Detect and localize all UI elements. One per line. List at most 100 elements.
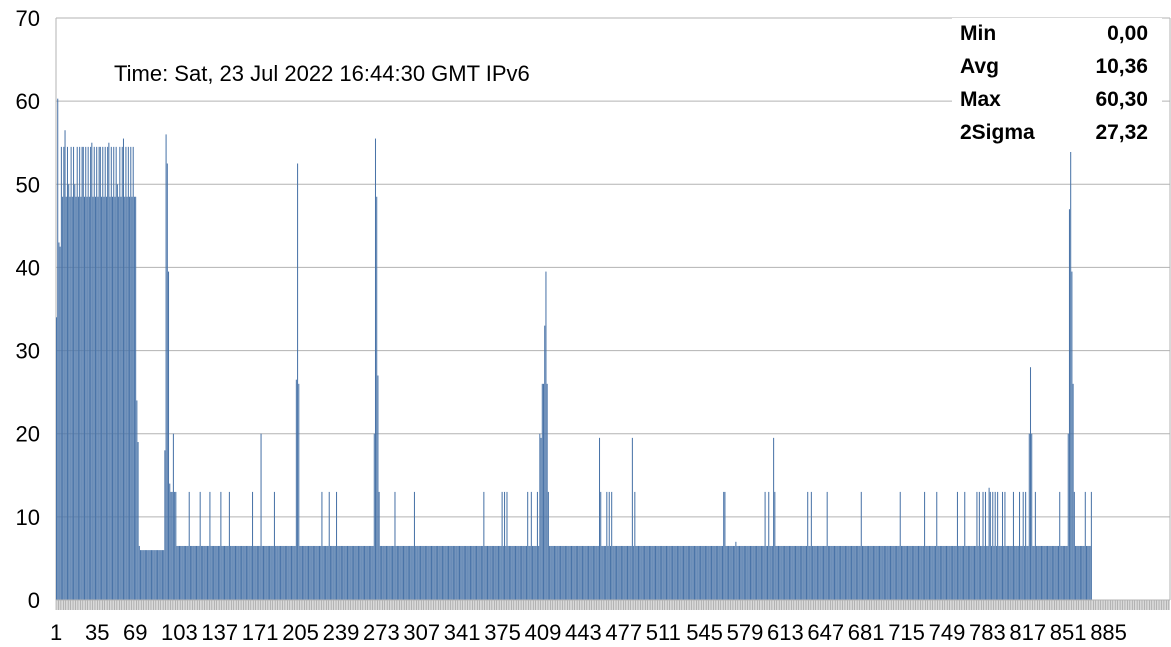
bar (163, 550, 165, 600)
bar (429, 545, 431, 600)
bar (303, 545, 305, 600)
bar (485, 545, 487, 600)
bar (986, 545, 988, 600)
bar (1033, 545, 1035, 600)
bar (294, 545, 296, 600)
bar (1031, 433, 1033, 600)
bar (150, 550, 152, 600)
bar (227, 545, 229, 600)
bar (80, 196, 82, 600)
bar (577, 545, 579, 600)
bar (152, 550, 154, 600)
bar (535, 545, 537, 600)
bar (224, 545, 226, 600)
x-tick-label: 103 (161, 620, 198, 645)
bar (185, 545, 187, 600)
bar (871, 545, 873, 600)
bar (879, 545, 881, 600)
bar (276, 545, 278, 600)
bar (568, 545, 570, 600)
bar (197, 545, 199, 600)
bar (57, 98, 59, 601)
bar (438, 545, 440, 600)
bar (486, 545, 489, 600)
bar (881, 545, 883, 600)
bar (540, 437, 542, 600)
bar (309, 545, 311, 600)
bar (74, 184, 76, 601)
bar (170, 491, 172, 600)
bar (511, 545, 513, 600)
bar (337, 545, 339, 600)
bar (704, 545, 706, 600)
bar (1019, 491, 1021, 600)
bar (271, 545, 273, 600)
bar (104, 146, 106, 600)
bar (1087, 545, 1089, 600)
bar (686, 545, 688, 600)
bar (350, 545, 352, 600)
bar (594, 545, 596, 600)
bar (254, 545, 256, 600)
bar (872, 545, 874, 600)
y-tick-label: 30 (16, 339, 40, 364)
bar (752, 545, 754, 600)
bar (921, 545, 923, 600)
bar (662, 545, 664, 600)
bar (366, 545, 368, 600)
bar (91, 142, 93, 600)
bar (627, 545, 629, 600)
bar (597, 545, 599, 600)
x-tick-label: 579 (727, 620, 764, 645)
bar (542, 383, 545, 600)
bar (141, 550, 143, 600)
bar (353, 545, 355, 600)
bar (225, 545, 227, 600)
bar (1060, 545, 1062, 600)
bar (399, 545, 401, 600)
x-tick-label: 647 (807, 620, 844, 645)
bar (887, 545, 889, 600)
bar (673, 545, 675, 600)
bar (589, 545, 591, 600)
bar (355, 545, 357, 600)
bar (807, 491, 809, 600)
bar (592, 545, 594, 600)
bar (435, 545, 437, 600)
bar (1073, 491, 1075, 600)
bar (546, 383, 548, 600)
bar (339, 545, 341, 600)
bar (910, 545, 912, 600)
stat-label: 2Sigma (960, 121, 1035, 144)
bar (180, 545, 182, 600)
bar (314, 545, 316, 600)
bar (842, 545, 844, 600)
bar (527, 491, 529, 600)
x-tick-label: 783 (969, 620, 1006, 645)
bar (637, 545, 639, 600)
bar (781, 545, 783, 600)
x-tick-label: 35 (85, 620, 109, 645)
bar (788, 545, 790, 600)
bar (488, 545, 490, 600)
bar (506, 491, 508, 600)
stats-box: Min 0,00 Avg 10,36 Max 60,30 2Sigma 27,32 (952, 18, 1162, 152)
bar (158, 550, 160, 600)
bar (514, 545, 517, 600)
bar (242, 545, 244, 600)
bar (960, 545, 962, 600)
x-tick-label: 205 (282, 620, 319, 645)
bar (920, 545, 922, 600)
bar (926, 545, 928, 600)
bar (84, 196, 86, 600)
bar (785, 545, 787, 600)
bar (715, 545, 717, 600)
bar (295, 379, 297, 600)
bar (495, 545, 497, 600)
bar (782, 545, 784, 600)
bar (331, 545, 333, 600)
bar (316, 545, 318, 600)
bar (512, 545, 514, 600)
bar (124, 196, 126, 600)
bar (818, 545, 820, 600)
